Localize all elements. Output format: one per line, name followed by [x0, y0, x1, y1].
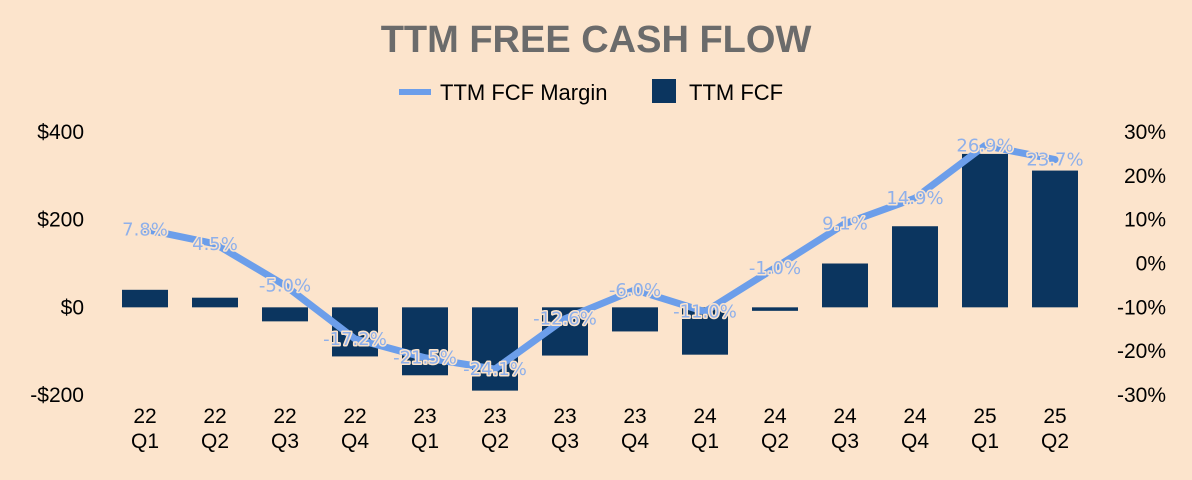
fcf-bar — [472, 307, 518, 391]
fcf-bar — [122, 289, 168, 308]
x-axis-quarter-label: Q3 — [271, 430, 299, 453]
x-axis-year-label: 23 — [483, 405, 506, 428]
legend-bar-swatch — [652, 79, 676, 103]
x-axis-quarter-label: Q2 — [481, 430, 509, 453]
bar-series — [122, 153, 1078, 391]
right-axis-tick-label: 10% — [1124, 209, 1166, 232]
x-axis-year-label: 25 — [973, 405, 996, 428]
legend: TTM FCF Margin TTM FCF — [399, 79, 783, 105]
margin-data-label: -21.5% — [393, 348, 457, 369]
fcf-bar — [262, 307, 308, 322]
x-axis-year-label: 22 — [343, 405, 366, 428]
fcf-bar — [962, 153, 1008, 308]
x-axis-year-label: 24 — [693, 405, 717, 428]
left-axis-tick-label: $0 — [61, 296, 84, 319]
fcf-bar — [332, 307, 378, 357]
x-axis-year-label: 24 — [833, 405, 857, 428]
x-axis-year-label: 23 — [623, 405, 646, 428]
x-axis-quarter-label: Q2 — [761, 430, 789, 453]
x-axis-quarter-label: Q1 — [411, 430, 439, 453]
x-axis-quarter-label: Q3 — [831, 430, 859, 453]
margin-data-label: -5.0% — [259, 275, 311, 296]
left-axis-tick-label: -$200 — [30, 384, 84, 407]
margin-data-label: 14.9% — [886, 188, 943, 209]
x-axis-year-label: 24 — [903, 405, 927, 428]
x-axis-year-label: 22 — [273, 405, 296, 428]
right-axis-tick-label: 30% — [1124, 121, 1166, 144]
x-axis-year-label: 23 — [413, 405, 436, 428]
right-axis-tick-label: -20% — [1117, 340, 1166, 363]
line-series — [141, 142, 1059, 373]
margin-data-label: 7.8% — [122, 219, 168, 240]
x-axis-quarter-label: Q2 — [1041, 430, 1069, 453]
margin-data-label: 23.7% — [1026, 150, 1083, 171]
x-axis-year-label: 23 — [553, 405, 576, 428]
fcf-bar — [682, 307, 728, 355]
margin-data-label: -11.0% — [673, 302, 737, 323]
x-axis: 22Q122Q222Q322Q423Q123Q223Q323Q424Q124Q2… — [131, 405, 1069, 453]
left-axis-tick-label: $400 — [37, 121, 84, 144]
right-axis-tick-label: -10% — [1117, 296, 1166, 319]
margin-data-label: 9.1% — [822, 214, 868, 235]
fcf-bar — [752, 307, 798, 311]
margin-data-label: 26.9% — [956, 136, 1013, 157]
fcf-bar — [402, 307, 448, 376]
x-axis-quarter-label: Q4 — [901, 430, 929, 453]
x-axis-quarter-label: Q2 — [201, 430, 229, 453]
fcf-bar — [1032, 170, 1078, 308]
right-axis-tick-label: 20% — [1124, 165, 1166, 188]
x-axis-quarter-label: Q1 — [691, 430, 719, 453]
fcf-bar — [822, 263, 868, 308]
chart-title: TTM FREE CASH FLOW — [381, 19, 812, 61]
legend-label-fcf: TTM FCF — [689, 80, 783, 105]
margin-data-label: -24.1% — [463, 359, 527, 380]
data-labels: 7.8% 4.5% -5.0% -17.2% -21.5% -24.1% -12.6% -6.… — [121, 134, 1085, 382]
margin-data-label: -6.0% — [609, 280, 661, 301]
x-axis-year-label: 25 — [1043, 405, 1066, 428]
right-axis-tick-label: 0% — [1136, 253, 1166, 276]
legend-label-margin: TTM FCF Margin — [440, 80, 607, 105]
right-axis: 30% 20% 10% 0% -10% -20% -30% — [1117, 121, 1166, 407]
x-axis-quarter-label: Q4 — [621, 430, 649, 453]
margin-data-label: -17.2% — [323, 329, 387, 350]
fcf-bar — [192, 297, 238, 308]
margin-data-label: 4.5% — [192, 234, 238, 255]
x-axis-year-label: 22 — [203, 405, 226, 428]
x-axis-quarter-label: Q1 — [971, 430, 999, 453]
margin-data-label: -12.6% — [533, 309, 597, 330]
x-axis-year-label: 22 — [133, 405, 156, 428]
x-axis-year-label: 24 — [763, 405, 787, 428]
margin-data-label: -1.0% — [749, 258, 801, 279]
fcf-bar — [892, 226, 938, 308]
right-axis-tick-label: -30% — [1117, 384, 1166, 407]
x-axis-quarter-label: Q3 — [551, 430, 579, 453]
x-axis-quarter-label: Q1 — [131, 430, 159, 453]
fcf-bar — [612, 307, 658, 332]
fcf-margin-line — [141, 142, 1059, 373]
left-axis: $400 $200 $0 -$200 — [30, 121, 84, 407]
x-axis-quarter-label: Q4 — [341, 430, 369, 453]
left-axis-tick-label: $200 — [37, 209, 84, 232]
